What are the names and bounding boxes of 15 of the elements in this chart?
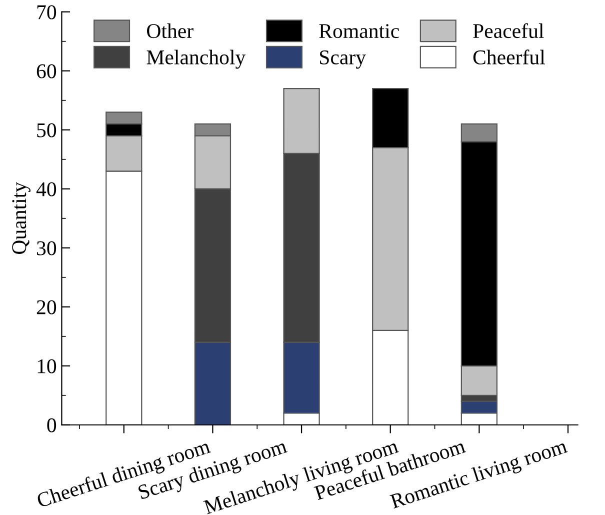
y-tick-label: 0	[47, 418, 56, 432]
y-tick-label: 10	[38, 359, 56, 374]
y-tick-label: 30	[37, 241, 56, 256]
y-axis-title: Quantity	[12, 182, 30, 254]
legend-label: Scary	[320, 50, 366, 69]
legend-label: Other	[147, 23, 194, 38]
y-tick-label: 70	[37, 5, 56, 20]
y-tick-label: 20	[36, 300, 56, 314]
legend-label: Melancholy	[146, 50, 246, 69]
legend-label: Peaceful	[473, 23, 544, 38]
legend-label: Cheerful	[473, 50, 545, 64]
legend-label: Romantic	[319, 24, 399, 38]
y-tick-label: 60	[36, 64, 56, 78]
y-tick-label: 50	[37, 123, 56, 138]
y-tick-label: 40	[36, 182, 56, 196]
